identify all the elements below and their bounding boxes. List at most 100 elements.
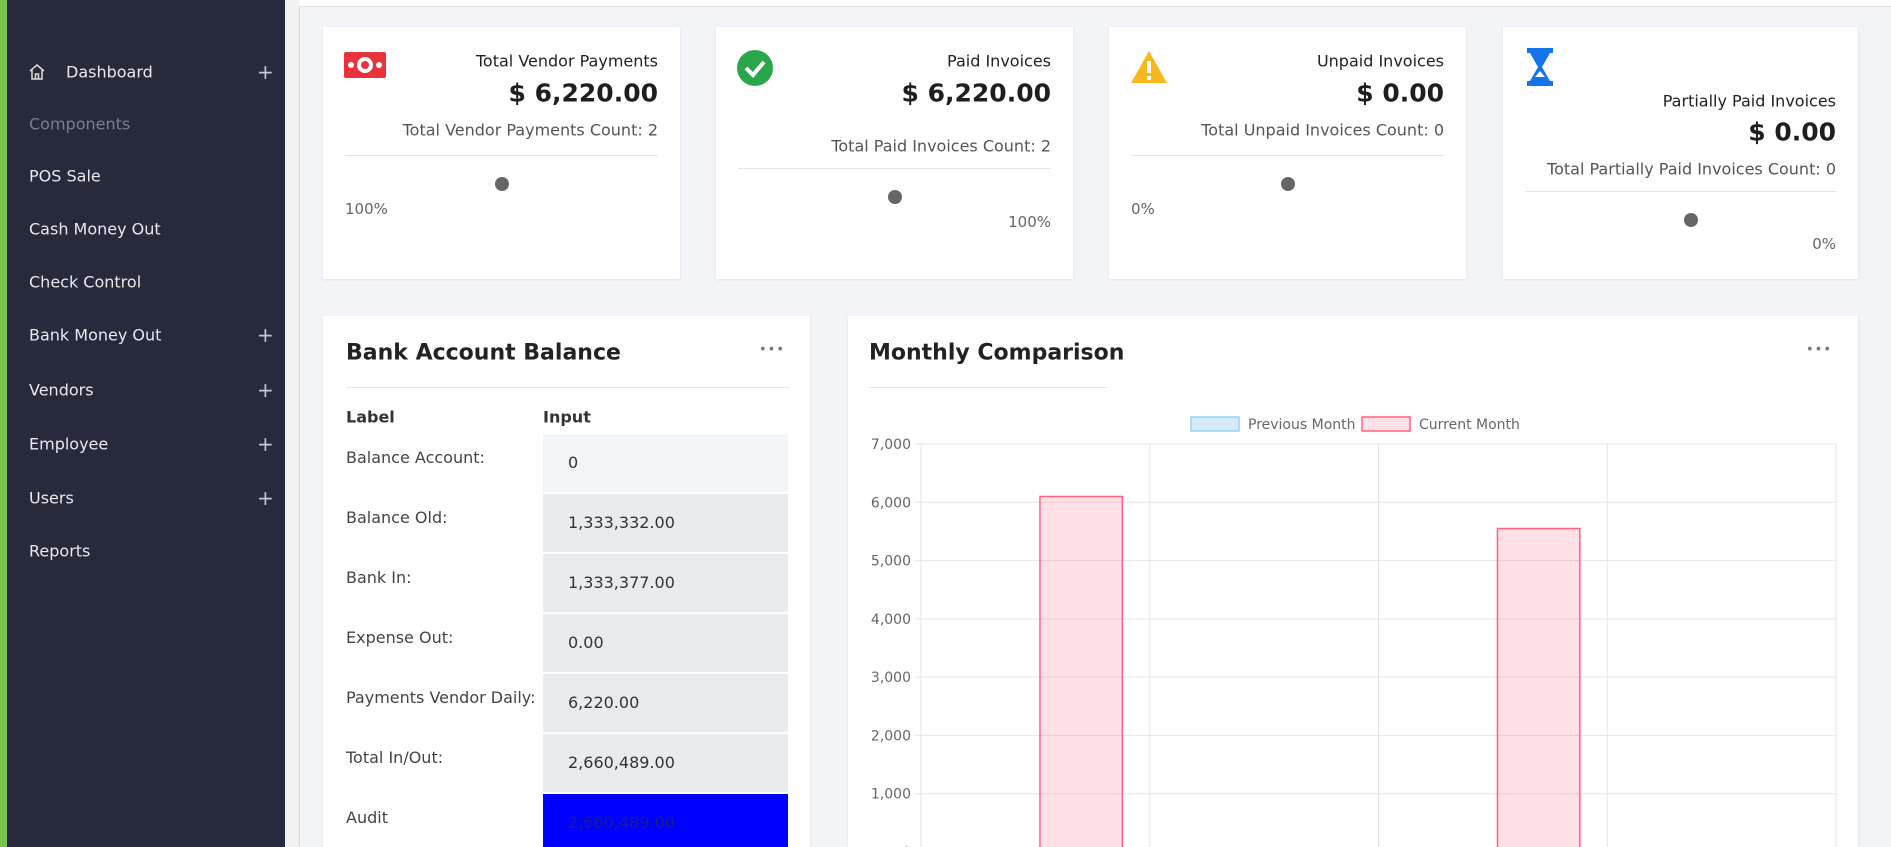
stat-card: Unpaid Invoices $ 0.00 Total Unpaid Invoic… (1109, 27, 1466, 279)
nav-item[interactable]: Cash Money Out (29, 219, 161, 239)
small-icon-part (495, 177, 509, 191)
small-icon-part (1684, 213, 1698, 227)
card-amount: $ 0.00 (1748, 117, 1836, 147)
card-icon (736, 49, 774, 91)
stat-card: Paid Invoices $ 6,220.00 Total Paid Invoic… (716, 27, 1073, 279)
bar (1496, 527, 1581, 847)
card-title: Paid Invoices (947, 51, 1051, 71)
card-title: Total Vendor Payments (475, 51, 658, 71)
nav-item[interactable]: Bank Money Out (29, 325, 162, 345)
divider (1525, 191, 1836, 192)
card-icon-part (1527, 48, 1553, 53)
nav-item[interactable]: Reports (29, 541, 91, 561)
card-icon-part (1530, 53, 1550, 81)
card-title: Unpaid Invoices (1316, 51, 1444, 71)
small-icon-part (1684, 213, 1698, 227)
row-label: Expense Out: (346, 628, 454, 647)
sidebar: Dashboard + Components POS Sale Cash Money O… (0, 0, 285, 847)
legend-label: Previous Month (1248, 417, 1356, 433)
expand-icon[interactable]: + (257, 486, 274, 510)
y-tick-label: 3,000 (871, 670, 911, 686)
card-count: Total Vendor Payments Count: 2 (402, 120, 658, 140)
small-icon-part (888, 190, 902, 204)
card-icon (1129, 49, 1169, 89)
card-percent: 0% (1812, 235, 1836, 253)
nav-item[interactable]: Vendors (29, 380, 94, 400)
card-percent: 100% (345, 200, 388, 218)
legend-swatch (1190, 416, 1240, 432)
row-input[interactable]: 0.00 (543, 614, 788, 672)
nav-item[interactable]: Employee (29, 434, 109, 454)
card-icon-part (737, 50, 773, 86)
nav-item[interactable]: Users (29, 488, 74, 508)
expand-icon[interactable]: + (257, 432, 274, 456)
chart: 0 1,000 2,000 3,000 4,000 5,000 6,000 7,000 Prev… (871, 416, 1837, 847)
divider (1131, 155, 1444, 156)
row-input[interactable]: 1,333,332.00 (543, 494, 788, 552)
card-amount: $ 0.00 (1356, 78, 1444, 108)
row-input[interactable]: 1,333,377.00 (543, 554, 788, 612)
y-tick-label: 0 (902, 845, 911, 847)
y-tick-label: 2,000 (871, 728, 911, 744)
scrollbar (285, 0, 300, 847)
small-icon (1683, 212, 1699, 232)
y-tick-label: 7,000 (871, 437, 911, 453)
row-input[interactable]: 2,660,489.00 (543, 794, 788, 847)
row-input[interactable]: 6,220.00 (543, 674, 788, 732)
bar (1039, 495, 1124, 847)
small-icon-part (495, 177, 509, 191)
home-icon (28, 63, 46, 85)
panel-menu[interactable]: ••• (1806, 342, 1833, 358)
card-icon (1525, 47, 1555, 91)
bank-panel: Bank Account Balance ••• Label Input Balance… (323, 316, 810, 847)
legend-swatch (1361, 416, 1411, 432)
card-icon-part (1535, 71, 1545, 77)
card-icon-part (361, 61, 369, 69)
expand-icon[interactable]: + (257, 60, 274, 84)
card-icon-part (1527, 81, 1553, 86)
small-icon (1280, 176, 1296, 196)
nav-item[interactable]: Dashboard (66, 62, 153, 82)
card-icon-part (344, 52, 386, 78)
chart-title: Monthly Comparison (869, 340, 1125, 366)
small-icon (887, 189, 903, 209)
expand-icon[interactable]: + (257, 378, 274, 402)
row-input[interactable]: 2,660,489.00 (543, 734, 788, 792)
top-bar (299, 0, 1891, 7)
y-tick-label: 1,000 (871, 787, 911, 803)
row-label: Balance Old: (346, 508, 448, 527)
y-tick-label: 4,000 (871, 612, 911, 628)
divider (345, 155, 658, 156)
small-icon-part (1281, 177, 1295, 191)
panel-menu[interactable]: ••• (759, 342, 786, 358)
row-label: Audit (346, 808, 388, 827)
expand-icon[interactable]: + (257, 323, 274, 347)
panel-title: Bank Account Balance (346, 340, 621, 366)
nav-item[interactable]: Check Control (29, 272, 142, 292)
nav-item[interactable]: POS Sale (29, 166, 101, 186)
divider (738, 168, 1051, 169)
home-icon-part (29, 64, 45, 80)
row-label: Total In/Out: (346, 748, 444, 767)
legend-label: Current Month (1419, 417, 1520, 433)
small-icon-part (1281, 177, 1295, 191)
stat-card: Total Vendor Payments $ 6,220.00 Total Ven… (323, 27, 680, 279)
table-header: Input (543, 407, 591, 427)
card-count: Total Partially Paid Invoices Count: 0 (1547, 159, 1836, 179)
card-icon-part (744, 60, 766, 78)
card-icon-part (1147, 76, 1151, 80)
card-icon-part (1131, 51, 1167, 83)
divider (869, 387, 1107, 388)
home-icon-part (29, 64, 45, 80)
row-label: Bank In: (346, 568, 412, 587)
card-icon-part (376, 62, 382, 68)
row-label: Payments Vendor Daily: (346, 688, 536, 707)
card-count: Total Paid Invoices Count: 2 (831, 136, 1051, 156)
card-icon (343, 49, 387, 85)
divider (346, 387, 790, 388)
card-icon-part (348, 62, 354, 68)
card-title: Partially Paid Invoices (1662, 91, 1836, 111)
small-icon-part (888, 190, 902, 204)
row-input[interactable]: 0 (543, 434, 788, 492)
section-label: Components (29, 114, 131, 134)
